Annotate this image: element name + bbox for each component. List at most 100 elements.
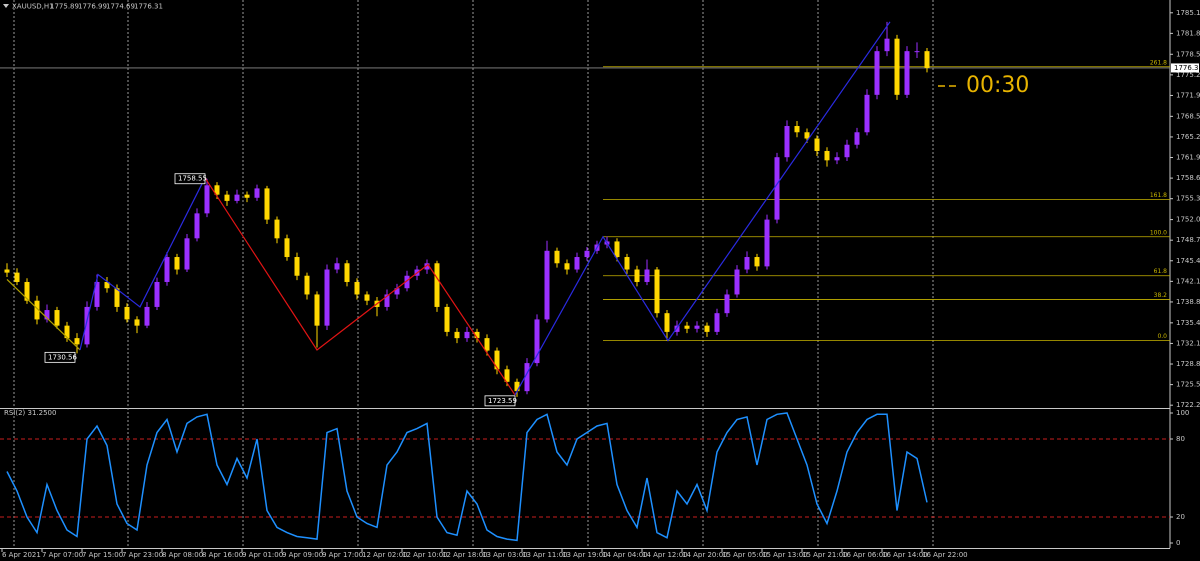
candle-body [734,269,740,295]
candle-body [34,300,40,320]
candle-body [474,331,480,339]
candle-body [554,250,560,264]
x-tick-label: 6 Apr 2021 [2,551,41,559]
candle-body [844,144,850,158]
x-tick-label: 12 Apr 10:00 [402,551,448,559]
candle-body [364,294,370,301]
close: 1776.31 [134,3,163,11]
rsi-tick-label: 100 [1176,409,1189,417]
candle-body [774,157,780,220]
y-tick-label: 1738.80 [1176,298,1200,306]
rsi-tick-label: 80 [1176,435,1185,443]
candle-body [864,94,870,133]
rsi-tick-label: 0 [1176,539,1180,547]
candle-body [114,288,120,307]
x-tick-label: 13 Apr 19:00 [562,551,608,559]
candle-body [124,306,130,320]
zigzag-line [514,21,891,396]
high: 1776.99 [78,3,107,11]
candle-body [104,281,110,289]
candle-body [304,275,310,295]
x-tick-label: 8 Apr 16:00 [202,551,243,559]
symbol: XAUUSD,H1 [12,3,54,11]
candle-body [764,219,770,267]
x-tick-label: 8 Apr 08:00 [162,551,203,559]
candle-body [834,157,840,161]
candle-body [134,319,140,326]
candle-body [314,294,320,326]
y-tick-label: 1755.35 [1176,195,1200,203]
candle-body [94,281,100,307]
candle-body [684,325,690,329]
candle-body [44,310,50,320]
candle-body [654,269,660,314]
candle-body [534,319,540,364]
candle-body [164,257,170,282]
y-tick-label: 1768.55 [1176,112,1200,120]
candle-body [24,281,30,301]
x-tick-label: 14 Apr 04:00 [602,551,648,559]
candle-body [254,188,260,198]
zigzag-line [6,279,81,351]
candle-body [924,51,930,68]
y-tick-label: 1752.00 [1176,216,1200,224]
rsi-line [6,412,928,542]
menu-arrow[interactable] [3,4,9,8]
candle-body [614,241,620,258]
candle-body [794,126,800,133]
candle-body [244,194,250,198]
candle-body [854,132,860,145]
price-label: 1758.55 [178,175,207,183]
candle-body [814,138,820,151]
low: 1774.69 [106,3,135,11]
fib-label: 100.0 [1150,229,1167,236]
candle-body [344,263,350,282]
fib-label: 0.0 [1157,333,1167,340]
candle-body [184,238,190,270]
candle-body [744,257,750,270]
rsi-tick-label: 20 [1176,513,1185,521]
candle-body [644,269,650,282]
candle-body [54,310,60,326]
price-label-box [484,395,516,407]
x-tick-label: 15 Apr 05:00 [722,551,768,559]
x-tick-label: 16 Apr 14:00 [882,551,928,559]
candle-body [334,263,340,270]
x-tick-label: 15 Apr 13:00 [762,551,808,559]
y-tick-label: 1761.95 [1176,154,1200,162]
y-tick-label: 1775.20 [1176,71,1200,79]
y-tick-label: 1735.45 [1176,319,1200,327]
candle-body [224,194,230,201]
y-tick-label: 1785.15 [1176,9,1200,17]
candle-body [444,306,450,332]
candle-body [354,281,360,295]
fib-label: 161.8 [1150,192,1167,199]
y-tick-label: 1732.15 [1176,339,1200,347]
x-tick-label: 7 Apr 23:00 [122,551,163,559]
bid-label: 1776.31 [1174,64,1200,72]
x-tick-label: 9 Apr 17:00 [322,551,363,559]
y-tick-label: 1778.50 [1176,50,1200,58]
candle-body [874,51,880,95]
candle-body [504,369,510,382]
x-tick-label: 12 Apr 18:00 [442,551,488,559]
countdown: 00:30 [966,73,1029,98]
y-tick-label: 1765.25 [1176,133,1200,141]
candle-body [204,185,210,214]
y-tick-label: 1728.85 [1176,360,1200,368]
candle-body [384,294,390,307]
y-tick-label: 1781.85 [1176,29,1200,37]
fib-label: 61.8 [1154,268,1168,275]
candle-body [784,126,790,158]
candle-body [714,313,720,332]
candle-body [454,331,460,339]
x-tick-label: 14 Apr 20:00 [682,551,728,559]
x-tick-label: 16 Apr 22:00 [922,551,968,559]
x-tick-label: 12 Apr 02:00 [362,551,408,559]
candle-body [214,185,220,195]
candle-body [194,213,200,239]
candle-body [754,257,760,267]
candle-body [914,51,920,53]
y-tick-label: 1758.65 [1176,174,1200,182]
candle-body [424,263,430,270]
